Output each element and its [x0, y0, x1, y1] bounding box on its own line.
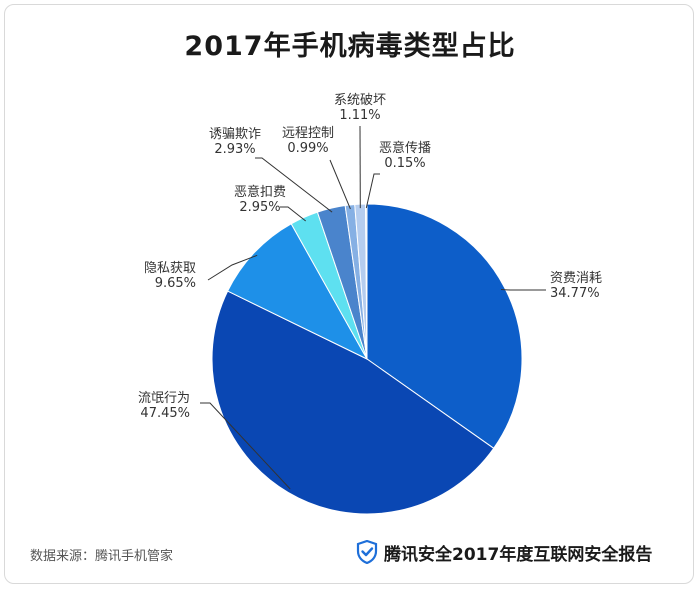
leader-line [200, 402, 291, 490]
slice-value-label: 1.11% [339, 108, 380, 123]
leader-line [207, 254, 258, 281]
slice-label: 诱骗欺诈 [209, 127, 261, 142]
leader-line [329, 159, 351, 210]
slice-value-label: 2.95% [239, 200, 280, 215]
leader-line [255, 157, 333, 213]
chart-title: 2017年手机病毒类型占比 [184, 31, 516, 62]
leader-line [365, 173, 380, 209]
slice-value-label: 9.65% [155, 276, 196, 291]
slice-label: 系统破坏 [334, 93, 386, 108]
brand-text: 腾讯安全2017年度互联网安全报告 [384, 544, 653, 565]
pie-slices [211, 203, 523, 515]
slice-label: 资费消耗 [550, 271, 602, 286]
slice-label: 流氓行为 [138, 391, 190, 406]
brand: 腾讯安全2017年度互联网安全报告 [356, 538, 652, 566]
slice-value-label: 0.15% [384, 156, 425, 171]
slice-value-label: 47.45% [140, 406, 190, 421]
pie-slice [227, 223, 369, 361]
slice-label: 远程控制 [282, 126, 334, 141]
leader-lines [200, 125, 546, 490]
pie-slice [211, 290, 495, 515]
slice-value-label: 2.93% [214, 142, 255, 157]
leader-line [500, 289, 546, 291]
shield-check-icon [356, 539, 378, 565]
slice-value-label: 34.77% [550, 286, 600, 301]
leader-line [280, 206, 307, 222]
slice-label: 恶意扣费 [234, 184, 286, 200]
slice-value-label: 0.99% [287, 141, 328, 156]
slice-label: 隐私获取 [144, 261, 196, 276]
data-source: 数据来源：腾讯手机管家 [30, 549, 174, 564]
slice-label: 恶意传播 [379, 140, 431, 156]
pie-slice [366, 203, 523, 449]
